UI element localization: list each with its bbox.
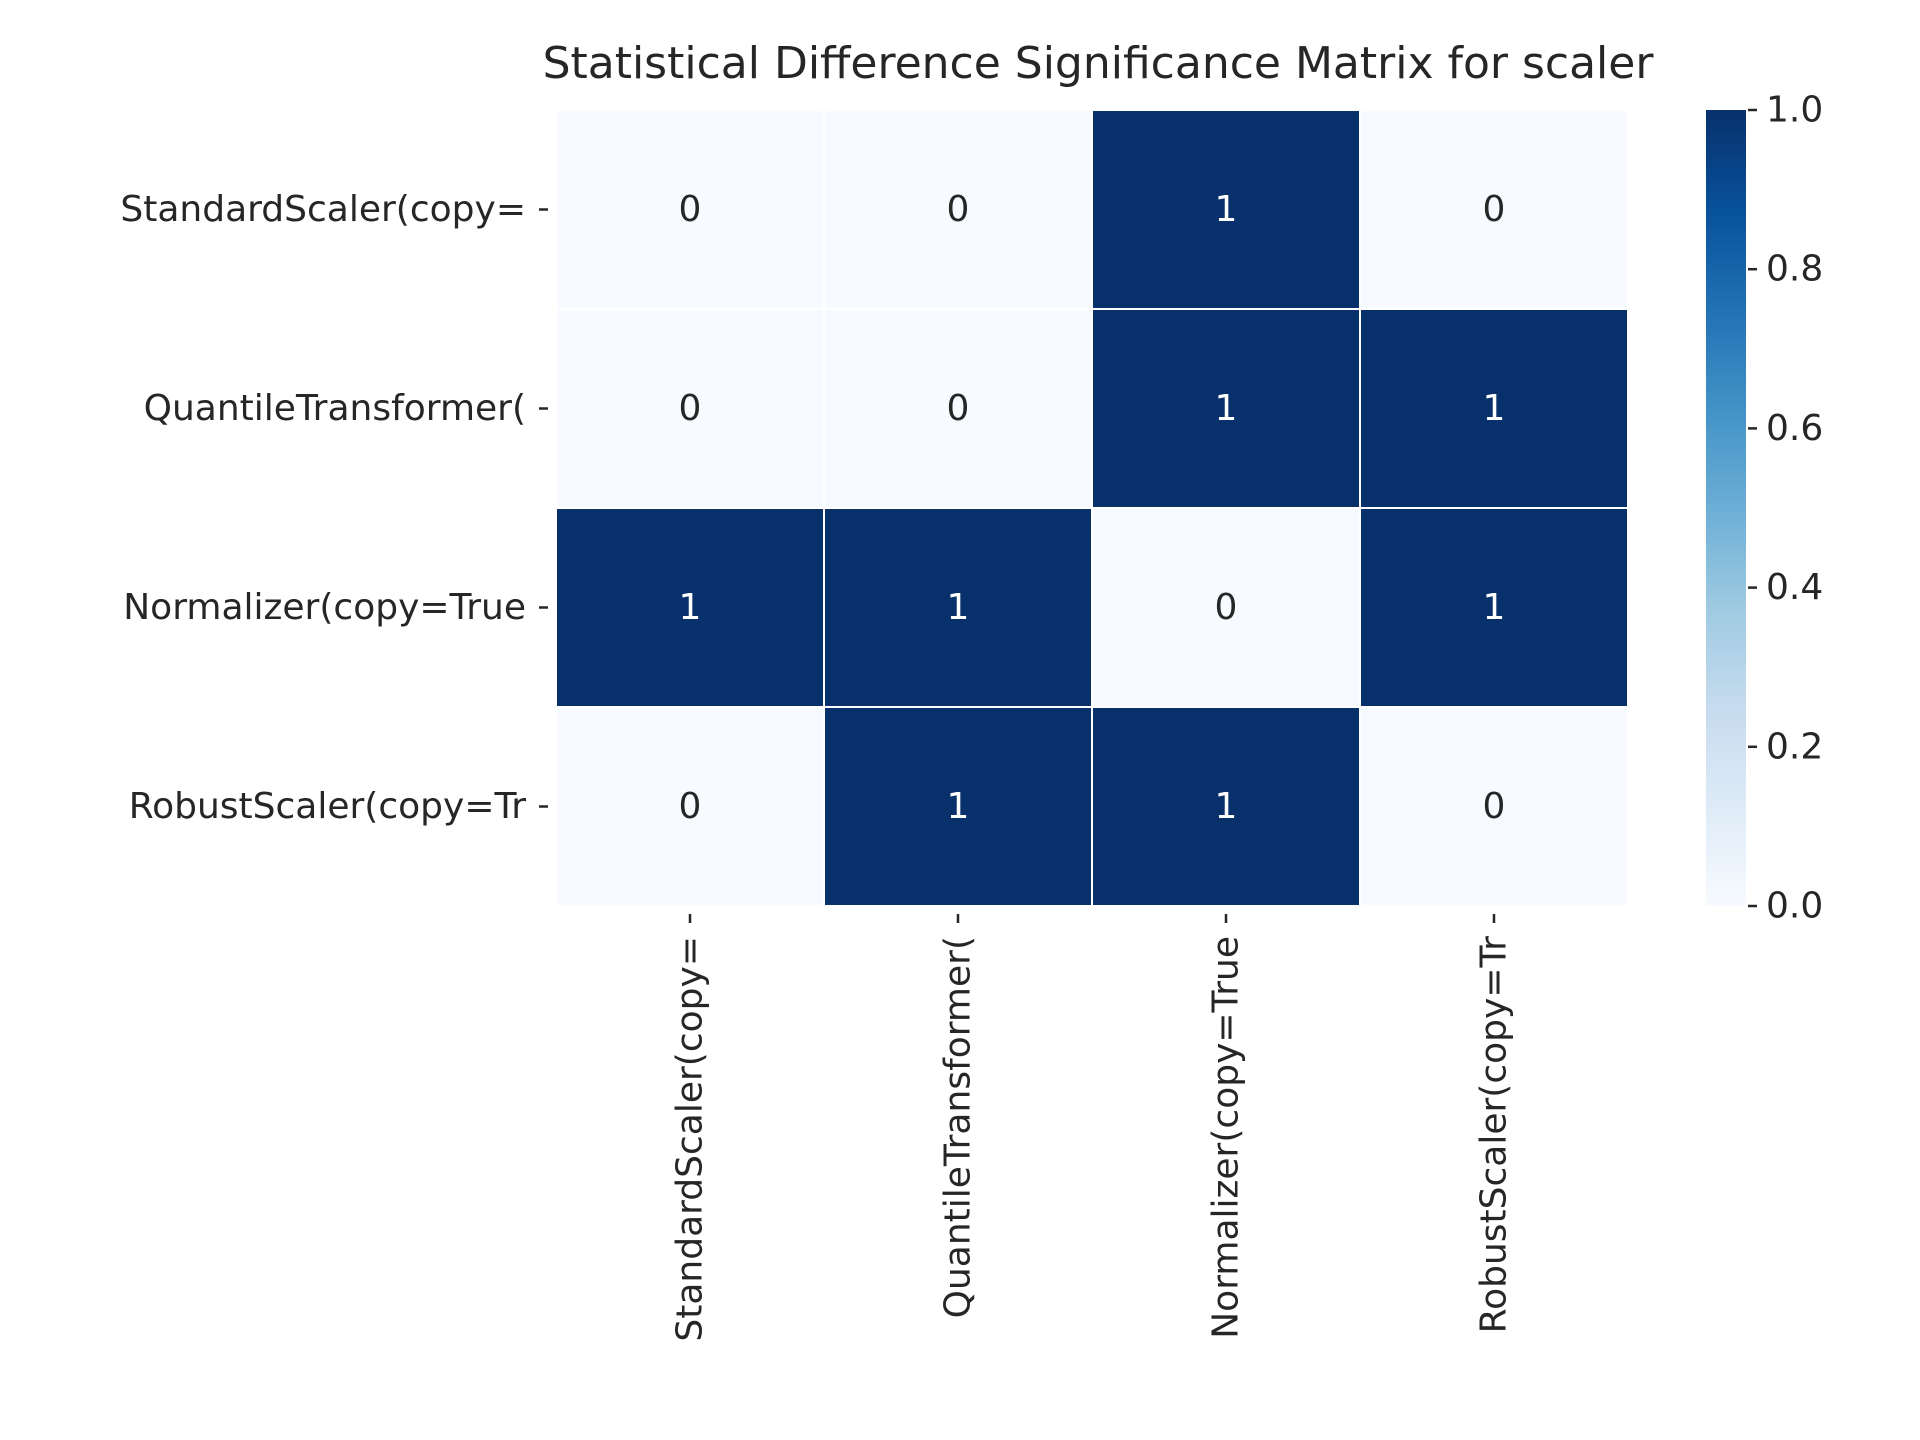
y-axis: StandardScaler(copy= QuantileTransformer(… [120, 189, 548, 827]
heatmap-cell-r3-c2 [1091, 706, 1361, 907]
cell-annotation-r1-c2: 1 [1215, 388, 1238, 429]
heatmap-cell-r0-c1 [823, 109, 1093, 310]
x-tick-label: StandardScaler(copy= [670, 936, 711, 1342]
y-tick-label: QuantileTransformer( [144, 388, 526, 429]
heatmap-cell-r0-c0 [555, 109, 825, 310]
cell-annotation-r0-c1: 0 [947, 189, 970, 230]
cell-annotation-r1-c0: 0 [679, 388, 702, 429]
y-tick-label: Normalizer(copy=True [123, 587, 526, 628]
chart-title: Statistical Difference Significance Matr… [543, 38, 1655, 89]
heatmap-cell-r3-c1 [823, 706, 1093, 907]
heatmap-cell-r2-c1 [823, 507, 1093, 708]
cell-annotation-r1-c3: 1 [1483, 388, 1506, 429]
heatmap-cell-r1-c1 [823, 308, 1093, 509]
cell-annotation-r2-c2: 0 [1215, 587, 1238, 628]
cell-annotation-r1-c1: 0 [947, 388, 970, 429]
heatmap-cell-r2-c3 [1359, 507, 1629, 708]
x-tick-label: QuantileTransformer( [938, 936, 979, 1318]
heatmap-cell-r3-c0 [555, 706, 825, 907]
colorbar-tick-label: 0.6 [1766, 408, 1823, 449]
cell-annotation-r2-c1: 1 [947, 587, 970, 628]
colorbar: 0.0 0.2 0.4 0.6 0.8 1.0 [1706, 90, 1823, 927]
cell-annotation-r0-c0: 0 [679, 189, 702, 230]
y-tick-label: RobustScaler(copy=Tr [129, 786, 527, 827]
colorbar-tick-label: 0.2 [1766, 726, 1823, 767]
y-tick-label: StandardScaler(copy= [120, 189, 526, 230]
cell-annotation-r3-c0: 0 [679, 786, 702, 827]
colorbar-tick-label: 1.0 [1766, 90, 1823, 131]
heatmap-cell-r3-c3 [1359, 706, 1629, 907]
heatmap-cell-r0-c2 [1091, 109, 1361, 310]
cell-annotation-r2-c0: 1 [679, 587, 702, 628]
cell-annotation-r0-c3: 0 [1483, 189, 1506, 230]
heatmap-cell-r0-c3 [1359, 109, 1629, 310]
cell-annotation-r0-c2: 1 [1215, 189, 1238, 230]
cell-annotation-r2-c3: 1 [1483, 587, 1506, 628]
cell-annotation-r3-c1: 1 [947, 786, 970, 827]
cell-annotation-r3-c3: 0 [1483, 786, 1506, 827]
colorbar-tick-label: 0.0 [1766, 886, 1823, 927]
x-tick-label: RobustScaler(copy=Tr [1474, 936, 1515, 1334]
heatmap-cell-r1-c0 [555, 308, 825, 509]
x-tick-label: Normalizer(copy=True [1206, 936, 1247, 1339]
cell-annotation-r3-c2: 1 [1215, 786, 1238, 827]
colorbar-tick-label: 0.8 [1766, 249, 1823, 290]
x-axis: StandardScaler(copy= QuantileTransformer(… [670, 914, 1515, 1342]
colorbar-tick-label: 0.4 [1766, 567, 1823, 608]
heatmap-cells: 0 0 1 0 0 0 1 1 1 1 0 1 0 1 1 0 [555, 109, 1629, 907]
colorbar-gradient [1706, 110, 1746, 906]
heatmap-cell-r1-c3 [1359, 308, 1629, 509]
